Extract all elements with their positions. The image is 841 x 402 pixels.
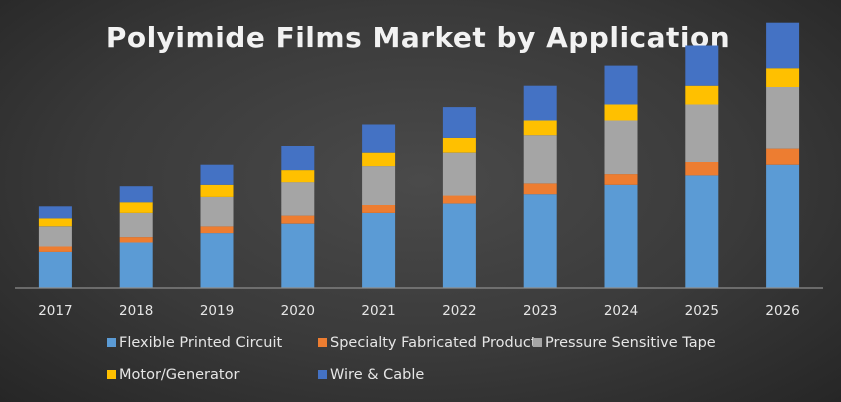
x-tick-label-2023: 2023: [523, 303, 557, 319]
bar-specialty-fabricated-product-2024: [604, 174, 638, 185]
bar-motor-generator-2021: [362, 152, 396, 167]
legend-label-pressure-sensitive-tape: Pressure Sensitive Tape: [545, 335, 716, 351]
legend-label-specialty-fabricated-product: Specialty Fabricated Product: [330, 335, 537, 351]
bar-flexible-printed-circuit-2025: [685, 175, 719, 288]
legend: Flexible Printed Circuit Specialty Fabric…: [107, 335, 716, 383]
bar-wire-cable-2022: [442, 107, 476, 138]
x-tick-label-2022: 2022: [442, 303, 476, 319]
bar-motor-generator-2017: [38, 218, 72, 227]
x-tick-label-2024: 2024: [604, 303, 638, 319]
legend-swatch-wire-cable: [318, 370, 327, 379]
bar-motor-generator-2022: [442, 137, 476, 153]
bar-wire-cable-2017: [38, 206, 72, 219]
legend-swatch-motor-generator: [107, 370, 116, 379]
bar-pressure-sensitive-tape-2021: [362, 166, 396, 205]
bar-flexible-printed-circuit-2024: [604, 184, 638, 288]
bar-motor-generator-2020: [281, 170, 315, 183]
bar-pressure-sensitive-tape-2020: [281, 182, 315, 216]
bar-pressure-sensitive-tape-2018: [119, 213, 153, 238]
legend-swatch-pressure-sensitive-tape: [533, 338, 542, 347]
bar-flexible-printed-circuit-2021: [362, 213, 396, 288]
bars-group: [38, 22, 800, 288]
bar-specialty-fabricated-product-2026: [766, 148, 800, 165]
bar-specialty-fabricated-product-2019: [200, 226, 234, 234]
bar-wire-cable-2019: [200, 164, 234, 185]
bar-flexible-printed-circuit-2019: [200, 233, 234, 288]
bar-flexible-printed-circuit-2023: [523, 194, 557, 288]
x-tick-label-2020: 2020: [281, 303, 315, 319]
bar-specialty-fabricated-product-2018: [119, 237, 153, 243]
bar-motor-generator-2019: [200, 184, 234, 197]
bar-wire-cable-2018: [119, 186, 153, 203]
x-tick-labels: 2017 2018 2019 2020 2021 2022 2023 2024 2025 2026: [38, 303, 800, 319]
bar-pressure-sensitive-tape-2024: [604, 120, 638, 175]
bar-specialty-fabricated-product-2022: [442, 195, 476, 204]
bar-wire-cable-2023: [523, 85, 557, 121]
x-tick-label-2019: 2019: [200, 303, 234, 319]
bar-motor-generator-2025: [685, 85, 719, 105]
bar-wire-cable-2026: [766, 22, 800, 69]
bar-pressure-sensitive-tape-2019: [200, 196, 234, 227]
x-tick-label-2021: 2021: [361, 303, 395, 319]
bar-wire-cable-2025: [685, 45, 719, 86]
legend-label-flexible-printed-circuit: Flexible Printed Circuit: [119, 335, 282, 351]
bar-specialty-fabricated-product-2017: [38, 246, 72, 252]
bar-flexible-printed-circuit-2018: [119, 242, 153, 288]
bar-flexible-printed-circuit-2020: [281, 223, 315, 288]
bar-motor-generator-2024: [604, 104, 638, 121]
bar-specialty-fabricated-product-2025: [685, 162, 719, 176]
bar-motor-generator-2018: [119, 202, 153, 213]
bar-specialty-fabricated-product-2020: [281, 215, 315, 224]
x-tick-label-2017: 2017: [38, 303, 72, 319]
bar-wire-cable-2024: [604, 65, 638, 105]
x-tick-label-2026: 2026: [765, 303, 799, 319]
x-tick-label-2025: 2025: [685, 303, 719, 319]
bar-flexible-printed-circuit-2017: [38, 251, 72, 288]
bar-pressure-sensitive-tape-2022: [442, 152, 476, 196]
bar-specialty-fabricated-product-2023: [523, 183, 557, 195]
legend-swatch-specialty-fabricated-product: [318, 338, 327, 347]
legend-label-wire-cable: Wire & Cable: [330, 367, 424, 383]
bar-flexible-printed-circuit-2022: [442, 203, 476, 288]
bar-pressure-sensitive-tape-2023: [523, 135, 557, 184]
bar-flexible-printed-circuit-2026: [766, 164, 800, 288]
legend-swatch-flexible-printed-circuit: [107, 338, 116, 347]
bar-motor-generator-2026: [766, 68, 800, 87]
bar-pressure-sensitive-tape-2025: [685, 104, 719, 162]
bar-motor-generator-2023: [523, 120, 557, 136]
bar-wire-cable-2021: [362, 124, 396, 153]
bar-pressure-sensitive-tape-2026: [766, 87, 800, 149]
x-tick-label-2018: 2018: [119, 303, 153, 319]
chart-title: Polyimide Films Market by Application: [106, 21, 730, 54]
bar-wire-cable-2020: [281, 146, 315, 171]
legend-label-motor-generator: Motor/Generator: [119, 367, 239, 383]
bar-pressure-sensitive-tape-2017: [38, 226, 72, 247]
bar-specialty-fabricated-product-2021: [362, 204, 396, 213]
